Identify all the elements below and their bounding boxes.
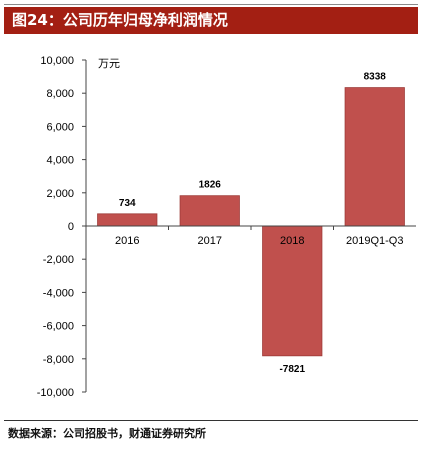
figure-title: 图24：公司历年归母净利润情况: [12, 11, 228, 29]
y-tick-label: 6,000: [46, 121, 74, 133]
bar: [179, 195, 240, 227]
x-tick-label: 2016: [115, 235, 139, 247]
source-note: 数据来源：公司招股书，财通证券研究所: [8, 427, 206, 440]
bar: [262, 225, 323, 357]
x-tick-label: 2017: [198, 235, 222, 247]
figure-title-bar: 图24：公司历年归母净利润情况: [4, 7, 418, 34]
y-tick-label: -4,000: [43, 287, 74, 299]
data-label: 8338: [364, 72, 387, 83]
y-tick-label: 4,000: [46, 155, 74, 167]
y-tick-label: 8,000: [46, 88, 74, 100]
data-label: -7821: [279, 364, 305, 375]
y-tick-label: -10,000: [37, 387, 74, 399]
footer-rule: [4, 420, 418, 421]
y-tick-label: -2,000: [43, 254, 74, 266]
y-tick-label: -6,000: [43, 321, 74, 333]
bars: [97, 87, 405, 357]
bar-chart: 10,000 8,000 6,000 4,000 2,000 0 -2,000 -4,000 -…: [37, 55, 416, 399]
x-axis: 2016 2017 2018 2019Q1-Q3: [86, 225, 416, 247]
bar: [97, 213, 158, 227]
y-axis: 10,000 8,000 6,000 4,000 2,000 0 -2,000 -4,000 -…: [37, 55, 87, 399]
bar: [344, 87, 405, 227]
data-label: 1826: [199, 180, 222, 191]
data-labels: 734 1826 -7821 8338: [119, 72, 386, 375]
y-tick-label: 2,000: [46, 188, 74, 200]
y-tick-label: -8,000: [43, 354, 74, 366]
x-tick-label: 2019Q1-Q3: [346, 235, 403, 247]
x-tick-label: 2018: [280, 235, 304, 247]
data-label: 734: [119, 198, 136, 209]
y-tick-label: 0: [68, 221, 74, 233]
y-tick-label: 10,000: [40, 55, 74, 67]
unit-label: 万元: [98, 58, 120, 70]
top-rule: [4, 4, 418, 5]
